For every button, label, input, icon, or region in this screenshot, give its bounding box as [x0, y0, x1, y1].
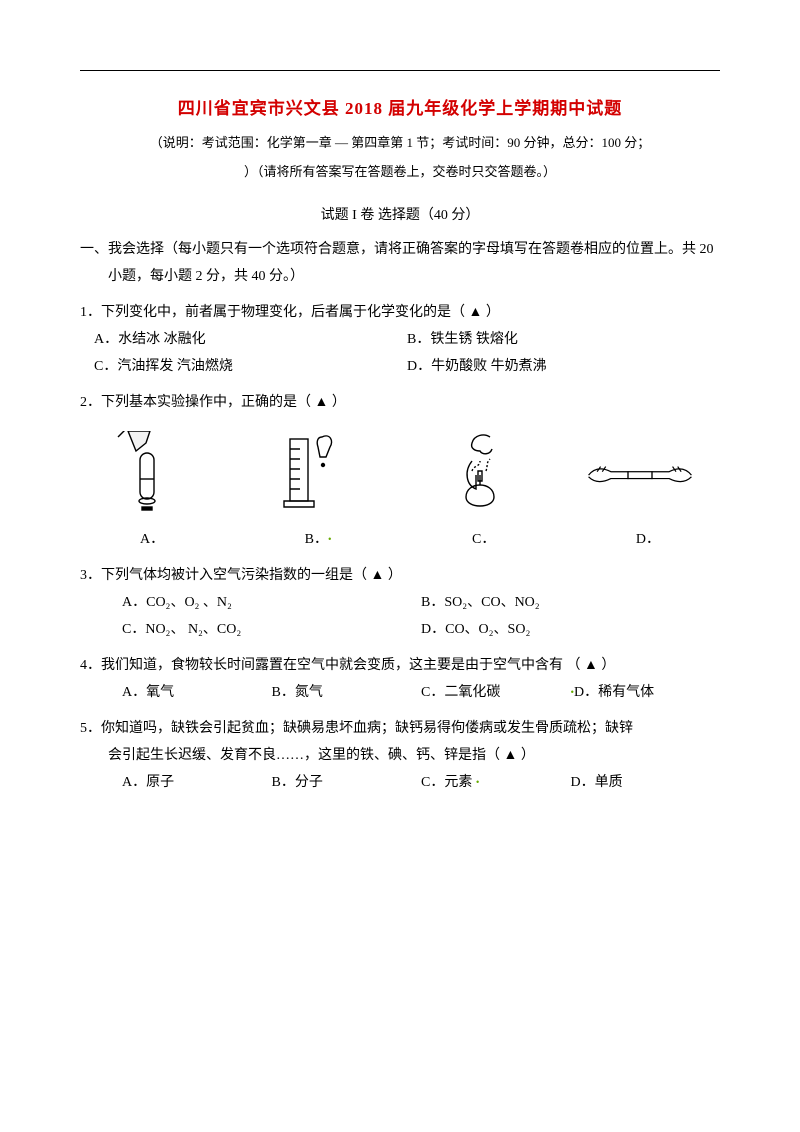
- question-3-option-d: D．CO、O₂、SO₂: [421, 617, 720, 644]
- question-4: 4．我们知道，食物较长时间露置在空气中就会变质，这主要是由于空气中含有 （ ▲ …: [80, 653, 720, 706]
- question-5-option-a: A．原子: [122, 770, 272, 797]
- question-1-option-b: B．铁生锈 铁熔化: [407, 327, 720, 354]
- question-4-option-a: A．氧气: [122, 680, 272, 707]
- question-2-option-b: B．•: [305, 527, 332, 554]
- question-5-option-b: B．分子: [272, 770, 422, 797]
- question-5-option-d: D．单质: [571, 770, 721, 797]
- question-2-option-c: C．: [472, 527, 495, 554]
- question-1-option-d: D．牛奶酸败 牛奶煮沸: [407, 354, 720, 381]
- question-5-option-c: C．元素 •: [421, 770, 571, 797]
- question-4-stem: 4．我们知道，食物较长时间露置在空气中就会变质，这主要是由于空气中含有 （ ▲ …: [80, 653, 720, 680]
- figure-c-smelling-icon: [420, 431, 540, 521]
- section-1-title: 试题 I 卷 选择题（40 分）: [80, 203, 720, 230]
- question-2: 2．下列基本实验操作中，正确的是（ ▲ ）: [80, 390, 720, 553]
- question-3-option-c: C．NO₂、 N₂、CO₂: [122, 617, 421, 644]
- section-a-header: 一、我会选择（每小题只有一个选项符合题意，请将正确答案的字母填写在答题卷相应的位…: [80, 237, 720, 290]
- figure-d-connecting-icon: [580, 431, 700, 521]
- figure-b-cylinder-icon: [260, 431, 380, 521]
- question-3: 3．下列气体均被计入空气污染指数的一组是（ ▲ ） A．CO₂、O₂ 、N₂ B…: [80, 563, 720, 643]
- question-4-options: A．氧气 B．氮气 C．二氧化碳 •D．稀有气体: [80, 680, 720, 707]
- question-1-option-c: C．汽油挥发 汽油燃烧: [80, 354, 407, 381]
- exam-page: 四川省宜宾市兴文县 2018 届九年级化学上学期期中试题 （说明：考试范围：化学…: [0, 0, 800, 1132]
- question-2-option-a: A．: [140, 527, 164, 554]
- green-dot-icon: •: [328, 534, 332, 545]
- question-3-option-a: A．CO₂、O₂ 、N₂: [122, 590, 421, 617]
- question-5-stem-l2: 会引起生长迟缓、发育不良……，这里的铁、碘、钙、锌是指（ ▲ ）: [80, 743, 720, 770]
- question-1-stem: 1．下列变化中，前者属于物理变化，后者属于化学变化的是（ ▲ ）: [80, 300, 720, 327]
- description-line-2: ）（请将所有答案写在答题卷上，交卷时只交答题卷。）: [80, 160, 720, 185]
- question-4-option-b: B．氮气: [272, 680, 422, 707]
- question-2-options: A． B．• C． D．: [80, 527, 720, 554]
- green-dot-icon: •: [476, 777, 480, 788]
- question-1-options-row1: A．水结冰 冰融化 B．铁生锈 铁熔化: [80, 327, 720, 354]
- question-1-options-row2: C．汽油挥发 汽油燃烧 D．牛奶酸败 牛奶煮沸: [80, 354, 720, 381]
- question-3-stem: 3．下列气体均被计入空气污染指数的一组是（ ▲ ）: [80, 563, 720, 590]
- question-4-option-c: C．二氧化碳: [421, 680, 571, 707]
- question-4-option-d: •D．稀有气体: [571, 680, 721, 707]
- page-title: 四川省宜宾市兴文县 2018 届九年级化学上学期期中试题: [80, 93, 720, 125]
- question-5: 5．你知道吗，缺铁会引起贫血；缺碘易患坏血病；缺钙易得佝偻病或发生骨质疏松；缺锌…: [80, 716, 720, 796]
- top-rule: [80, 70, 720, 71]
- question-5-options: A．原子 B．分子 C．元素 • D．单质: [80, 770, 720, 797]
- question-3-options-row1: A．CO₂、O₂ 、N₂ B．SO₂、CO、NO₂: [80, 590, 720, 617]
- question-3-option-b: B．SO₂、CO、NO₂: [421, 590, 720, 617]
- question-2-stem: 2．下列基本实验操作中，正确的是（ ▲ ）: [80, 390, 720, 417]
- question-3-options-row2: C．NO₂、 N₂、CO₂ D．CO、O₂、SO₂: [80, 617, 720, 644]
- question-1-option-a: A．水结冰 冰融化: [80, 327, 407, 354]
- question-2-option-d: D．: [636, 527, 660, 554]
- question-5-stem-l1: 5．你知道吗，缺铁会引起贫血；缺碘易患坏血病；缺钙易得佝偻病或发生骨质疏松；缺锌: [80, 716, 720, 743]
- figure-a-pouring-icon: [100, 431, 220, 521]
- description-line-1: （说明：考试范围：化学第一章 — 第四章第 1 节；考试时间：90 分钟，总分：…: [80, 131, 720, 156]
- question-1: 1．下列变化中，前者属于物理变化，后者属于化学变化的是（ ▲ ） A．水结冰 冰…: [80, 300, 720, 380]
- question-2-figures: [80, 431, 720, 521]
